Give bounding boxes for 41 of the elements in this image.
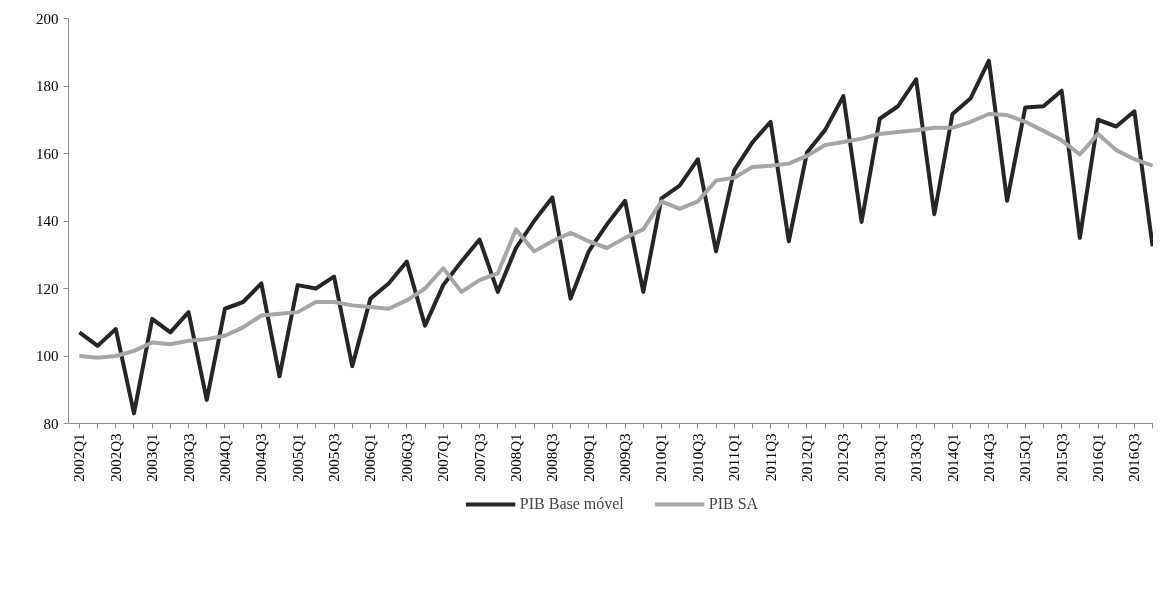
y-tick-label: 140 <box>36 213 59 229</box>
line-series <box>77 58 1153 416</box>
line-series <box>77 112 1153 360</box>
y-tick-label: 160 <box>36 145 59 162</box>
x-tick-label: 2011Q3 <box>762 433 779 482</box>
x-tick-label: 2009Q1 <box>580 433 597 482</box>
x-tick-label: 2013Q1 <box>871 433 888 482</box>
y-tick-label: 180 <box>36 78 59 94</box>
y-tick-label: 120 <box>36 280 59 297</box>
y-tick-label: 100 <box>36 348 59 364</box>
x-tick-label: 2012Q1 <box>798 433 815 482</box>
x-tick-label: 2013Q3 <box>908 433 925 482</box>
x-tick-label: 2009Q3 <box>617 433 634 482</box>
x-tick-label: 2015Q1 <box>1017 433 1034 482</box>
x-tick-label: 2005Q1 <box>289 433 306 482</box>
x-tick-label: 2015Q3 <box>1053 433 1070 482</box>
x-tick-label: 2012Q3 <box>835 433 852 482</box>
x-tick-label: 2002Q3 <box>107 433 124 482</box>
x-tick-label: 2014Q1 <box>944 433 961 482</box>
x-tick-label: 2007Q1 <box>435 433 452 482</box>
x-tick-label: 2014Q3 <box>980 433 997 482</box>
x-tick-label: 2008Q1 <box>507 433 524 482</box>
y-tick-label: 200 <box>36 10 59 27</box>
x-tick-label: 2006Q3 <box>398 433 415 482</box>
x-tick-label: 2008Q3 <box>544 433 561 482</box>
x-tick-label: 2010Q1 <box>653 433 670 482</box>
x-tick-label: 2016Q1 <box>1090 433 1107 482</box>
legend-label: PIB Base móvel <box>519 495 624 513</box>
x-tick-label: 2005Q3 <box>326 433 343 482</box>
x-tick-label: 2002Q1 <box>71 433 88 482</box>
x-tick-label: 2004Q3 <box>253 433 270 482</box>
x-tick-label: 2007Q3 <box>471 433 488 482</box>
x-tick-label: 2010Q3 <box>689 433 706 482</box>
legend-label: PIB SA <box>708 495 759 513</box>
x-tick-label: 2006Q1 <box>362 433 379 482</box>
x-tick-label: 2004Q1 <box>216 433 233 482</box>
y-tick-label: 80 <box>43 415 59 432</box>
x-tick-label: 2016Q3 <box>1126 433 1143 482</box>
x-tick-label: 2003Q3 <box>180 433 197 482</box>
x-tick-label: 2011Q1 <box>726 433 743 482</box>
x-tick-label: 2003Q1 <box>144 433 161 482</box>
